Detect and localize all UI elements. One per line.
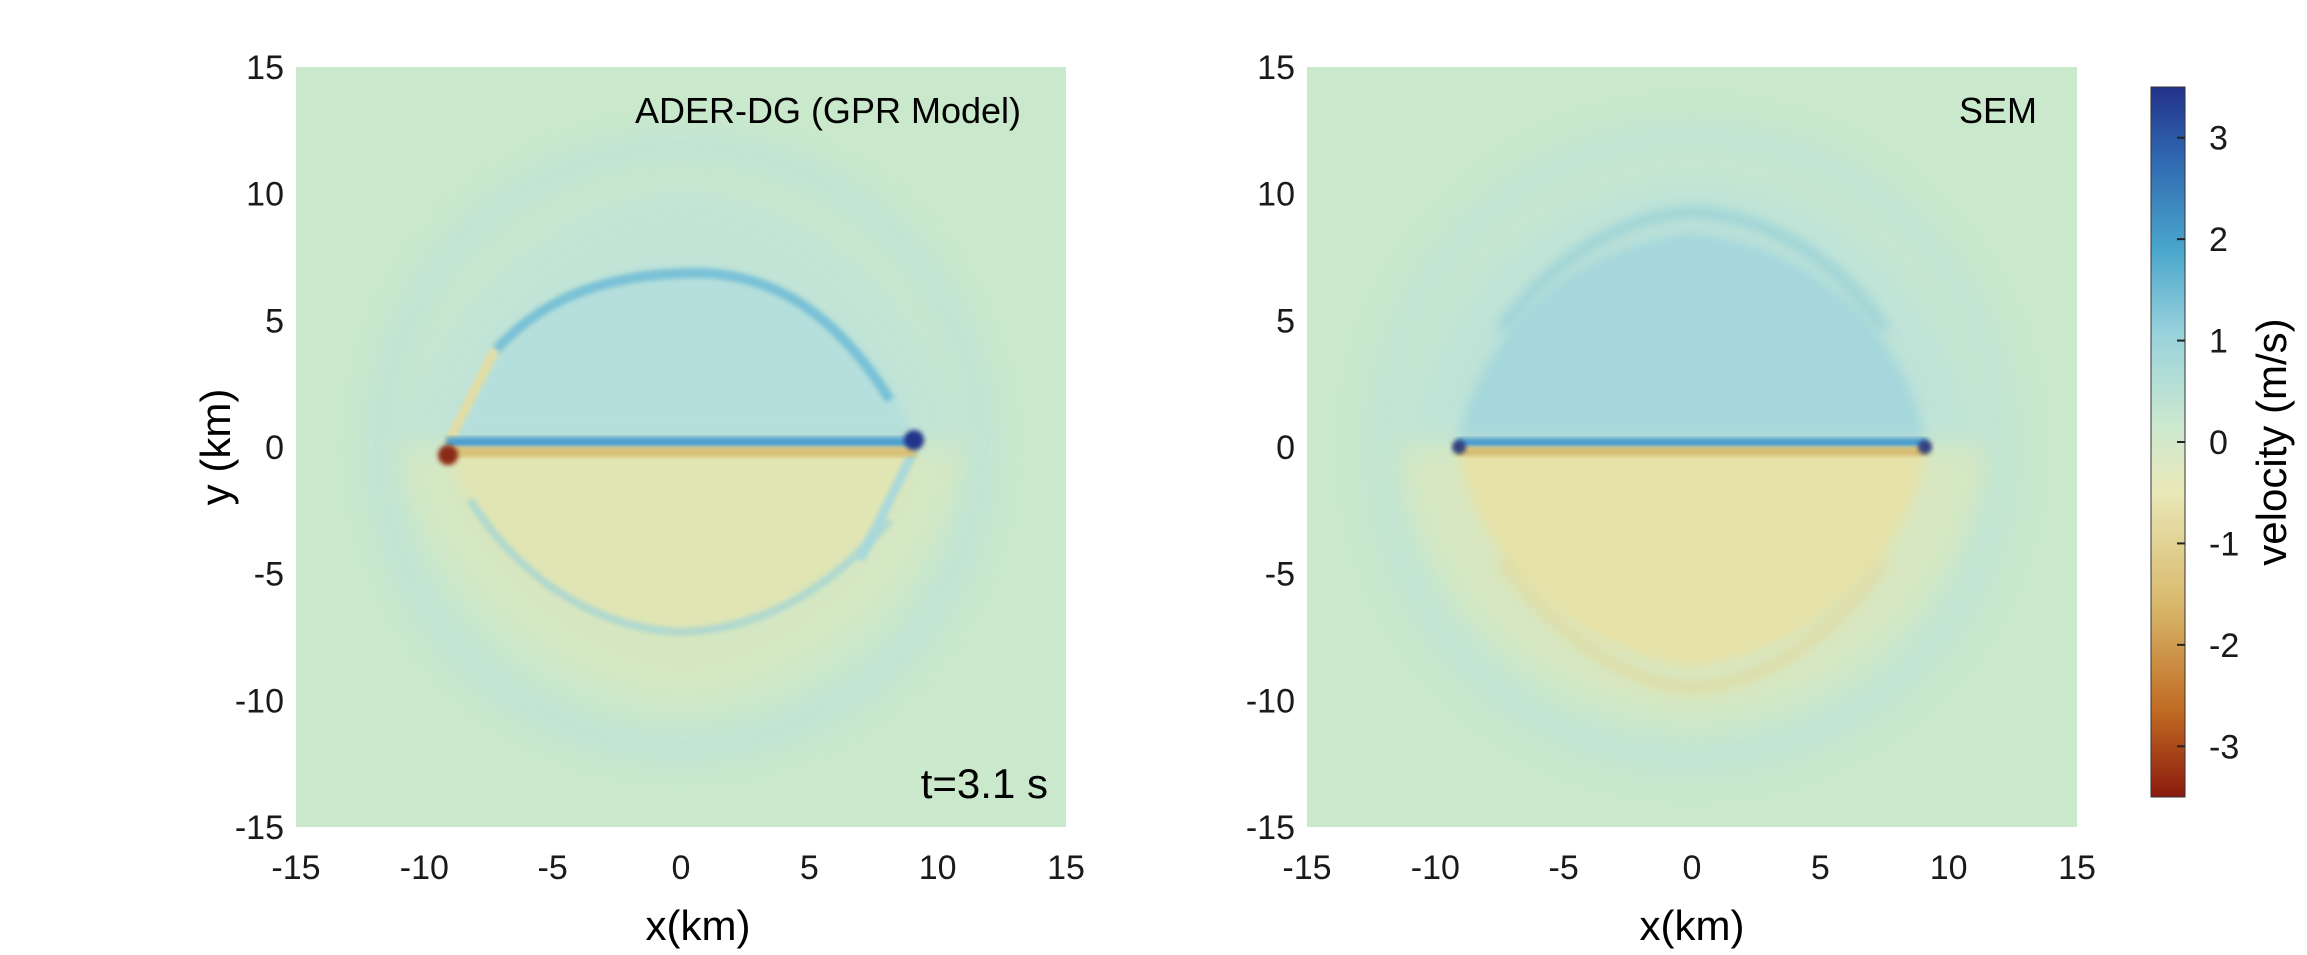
left-tip-left	[438, 445, 458, 465]
panel-ader-dg: ADER-DG (GPR Model) t=3.1 s -15 -10 -5 0 5 10…	[192, 49, 1085, 949]
right-y-tick-label: -5	[1265, 556, 1295, 594]
axis-ticks-right: -15 -10 -5 0 5 10 15 15 10 5 0 -5 -10 -15	[1246, 49, 2096, 887]
left-x-tick-label: 10	[919, 849, 957, 887]
panel-title-right: SEM	[1959, 90, 2037, 131]
x-axis-label-left: x(km)	[646, 902, 751, 949]
left-tip-right	[1452, 440, 1466, 454]
upper-halo-left	[400, 190, 962, 447]
upper-wavefront-arc-right	[1496, 206, 1890, 334]
right-tip-right	[1918, 440, 1932, 454]
lower-lobe-right	[1457, 447, 1927, 668]
colorbar-tick-label: -3	[2209, 728, 2239, 766]
right-y-tick-label: 15	[1257, 49, 1295, 87]
left-x-tick-label: -15	[271, 849, 320, 887]
panel-title-left: ADER-DG (GPR Model)	[635, 90, 1021, 131]
right-y-tick-label: 0	[1276, 429, 1295, 467]
left-y-tick-label: -5	[254, 556, 284, 594]
left-y-tick-label: -10	[235, 682, 284, 720]
left-y-tick-label: 5	[265, 302, 284, 340]
rupture-lower-edge-left	[446, 447, 916, 457]
left-y-tick-label: 10	[246, 176, 284, 214]
outer-wavefront-left	[368, 134, 994, 760]
right-y-tick-label: -10	[1246, 682, 1295, 720]
left-y-tick-label: 0	[265, 429, 284, 467]
axis-ticks-left: -15 -10 -5 0 5 10 15 15 10 5 0 -5 -10 -15	[235, 49, 1085, 887]
colorbar-tick-label: -2	[2209, 627, 2239, 665]
left-x-tick-label: -10	[400, 849, 449, 887]
colorbar-tick-label: 3	[2209, 120, 2228, 158]
colorbar-tick-label: 2	[2209, 221, 2228, 259]
right-x-tick-label: 10	[1930, 849, 1968, 887]
right-tip-left	[904, 430, 924, 450]
x-axis-label-right: x(km)	[1640, 902, 1745, 949]
left-x-tick-label: 0	[672, 849, 691, 887]
right-x-tick-label: -15	[1282, 849, 1331, 887]
wavefield-right	[1368, 123, 2016, 771]
colorbar: 3 2 1 0 -1 -2 -3 velocity (m/s)	[2150, 86, 2295, 798]
rupture-lower-edge-right	[1457, 447, 1927, 456]
panel-sem: SEM -15 -10 -5 0 5 10 15 15 10 5 0 -5 -10 -15 x(km)	[1246, 49, 2096, 949]
upper-wavefront-arc-left	[492, 267, 895, 403]
wavefield-left	[368, 134, 994, 760]
time-annotation: t=3.1 s	[921, 760, 1048, 807]
right-y-tick-label: 10	[1257, 176, 1295, 214]
left-y-tick-label: 15	[246, 49, 284, 87]
left-x-tick-label: -5	[538, 849, 568, 887]
rupture-upper-edge-left	[446, 437, 916, 447]
left-x-tick-label: 5	[800, 849, 819, 887]
right-y-tick-label: 5	[1276, 302, 1295, 340]
left-x-tick-label: 15	[1047, 849, 1085, 887]
left-y-tick-label: -15	[235, 809, 284, 847]
diagonal-right-lower	[855, 447, 920, 562]
colorbar-ticks: 3 2 1 0 -1 -2 -3	[2177, 120, 2239, 766]
colorbar-tick-label: 1	[2209, 323, 2228, 361]
outer-wavefront-right	[1368, 123, 2016, 771]
lower-wavefront-arc-right	[1496, 556, 1890, 694]
y-axis-label-left: y (km)	[192, 389, 239, 506]
colorbar-label: velocity (m/s)	[2248, 318, 2295, 565]
lower-wavefront-arc-left	[466, 497, 894, 637]
right-y-tick-label: -15	[1246, 809, 1295, 847]
rupture-upper-edge-right	[1457, 438, 1927, 447]
colorbar-tick-label: 0	[2209, 424, 2228, 462]
right-x-tick-label: -10	[1411, 849, 1460, 887]
right-x-tick-label: 5	[1811, 849, 1830, 887]
right-x-tick-label: 15	[2058, 849, 2096, 887]
lower-halo-left	[400, 447, 962, 705]
diagonal-left-upper	[442, 347, 500, 448]
right-x-tick-label: 0	[1683, 849, 1702, 887]
right-x-tick-label: -5	[1549, 849, 1579, 887]
upper-lobe-right	[1457, 232, 1927, 447]
colorbar-tick-label: -1	[2209, 525, 2239, 563]
